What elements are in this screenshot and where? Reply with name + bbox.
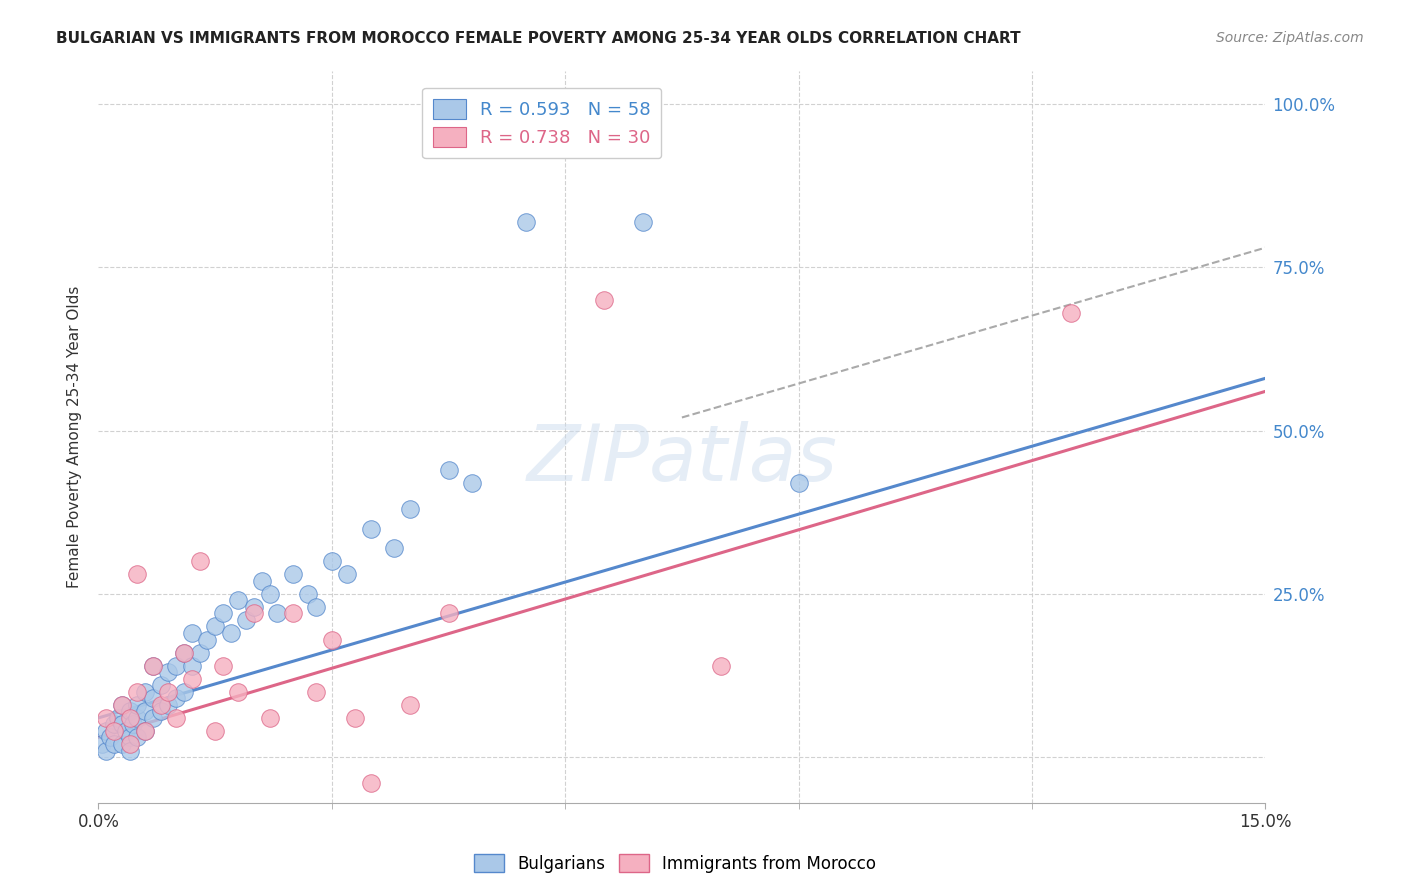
Point bbox=[321, 554, 343, 568]
Point bbox=[281, 567, 304, 582]
Point bbox=[96, 743, 118, 757]
Point bbox=[204, 723, 226, 738]
Point bbox=[157, 698, 180, 712]
Point bbox=[149, 705, 172, 719]
Point bbox=[228, 593, 250, 607]
Point bbox=[398, 502, 420, 516]
Point bbox=[631, 214, 654, 228]
Point bbox=[111, 698, 134, 712]
Point bbox=[188, 646, 211, 660]
Point bbox=[134, 705, 156, 719]
Point bbox=[281, 607, 304, 621]
Point bbox=[259, 711, 281, 725]
Point bbox=[305, 599, 328, 614]
Point bbox=[114, 723, 136, 738]
Point bbox=[243, 607, 266, 621]
Point bbox=[266, 607, 288, 621]
Point bbox=[134, 685, 156, 699]
Point bbox=[204, 619, 226, 633]
Point bbox=[142, 711, 165, 725]
Point bbox=[118, 711, 141, 725]
Point bbox=[111, 737, 134, 751]
Point bbox=[1060, 306, 1083, 320]
Text: Source: ZipAtlas.com: Source: ZipAtlas.com bbox=[1216, 31, 1364, 45]
Point bbox=[515, 214, 537, 228]
Point bbox=[98, 731, 121, 745]
Point bbox=[127, 567, 149, 582]
Point bbox=[118, 737, 141, 751]
Point bbox=[103, 717, 125, 731]
Y-axis label: Female Poverty Among 25-34 Year Olds: Female Poverty Among 25-34 Year Olds bbox=[67, 286, 83, 588]
Point bbox=[118, 705, 141, 719]
Point bbox=[165, 711, 187, 725]
Point bbox=[134, 723, 156, 738]
Point bbox=[165, 658, 187, 673]
Point bbox=[228, 685, 250, 699]
Point bbox=[96, 711, 118, 725]
Point bbox=[118, 731, 141, 745]
Point bbox=[297, 587, 319, 601]
Point bbox=[103, 723, 125, 738]
Point bbox=[437, 463, 460, 477]
Point bbox=[235, 613, 257, 627]
Point bbox=[360, 522, 382, 536]
Point bbox=[787, 475, 810, 490]
Legend: Bulgarians, Immigrants from Morocco: Bulgarians, Immigrants from Morocco bbox=[467, 847, 883, 880]
Point bbox=[165, 691, 187, 706]
Point bbox=[127, 711, 149, 725]
Text: BULGARIAN VS IMMIGRANTS FROM MOROCCO FEMALE POVERTY AMONG 25-34 YEAR OLDS CORREL: BULGARIAN VS IMMIGRANTS FROM MOROCCO FEM… bbox=[56, 31, 1021, 46]
Point bbox=[259, 587, 281, 601]
Point bbox=[212, 658, 235, 673]
Point bbox=[336, 567, 359, 582]
Point bbox=[188, 554, 211, 568]
Point bbox=[173, 685, 195, 699]
Point bbox=[321, 632, 343, 647]
Point bbox=[219, 626, 242, 640]
Point bbox=[157, 685, 180, 699]
Point bbox=[180, 672, 202, 686]
Point bbox=[710, 658, 733, 673]
Point bbox=[398, 698, 420, 712]
Point bbox=[127, 731, 149, 745]
Point bbox=[142, 658, 165, 673]
Point bbox=[142, 691, 165, 706]
Point bbox=[149, 678, 172, 692]
Point bbox=[250, 574, 273, 588]
Point bbox=[157, 665, 180, 680]
Point bbox=[212, 607, 235, 621]
Point bbox=[180, 658, 202, 673]
Point bbox=[118, 743, 141, 757]
Point bbox=[173, 646, 195, 660]
Point bbox=[134, 723, 156, 738]
Point bbox=[243, 599, 266, 614]
Point bbox=[96, 723, 118, 738]
Point bbox=[103, 737, 125, 751]
Point bbox=[180, 626, 202, 640]
Point bbox=[111, 717, 134, 731]
Point bbox=[127, 698, 149, 712]
Point bbox=[127, 685, 149, 699]
Point bbox=[149, 698, 172, 712]
Legend: R = 0.593   N = 58, R = 0.738   N = 30: R = 0.593 N = 58, R = 0.738 N = 30 bbox=[422, 87, 661, 158]
Point bbox=[382, 541, 405, 555]
Point bbox=[344, 711, 367, 725]
Point bbox=[107, 711, 129, 725]
Text: ZIPatlas: ZIPatlas bbox=[526, 421, 838, 497]
Point bbox=[461, 475, 484, 490]
Point bbox=[360, 776, 382, 790]
Point bbox=[111, 698, 134, 712]
Point bbox=[142, 658, 165, 673]
Point bbox=[91, 737, 114, 751]
Point bbox=[122, 717, 145, 731]
Point bbox=[437, 607, 460, 621]
Point bbox=[593, 293, 616, 307]
Point bbox=[305, 685, 328, 699]
Point bbox=[195, 632, 218, 647]
Point bbox=[173, 646, 195, 660]
